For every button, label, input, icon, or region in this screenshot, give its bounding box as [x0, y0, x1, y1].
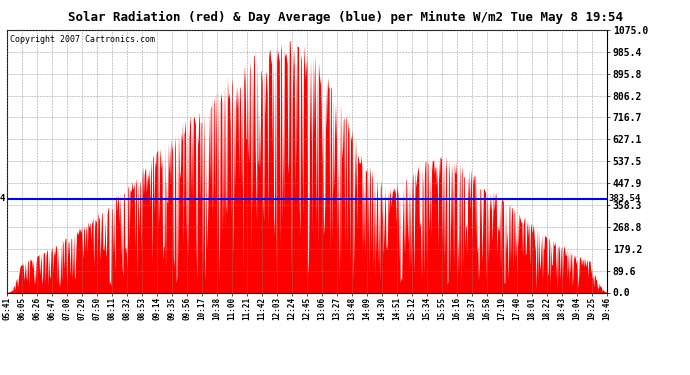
Text: 383.54: 383.54: [609, 194, 640, 203]
Text: Solar Radiation (red) & Day Average (blue) per Minute W/m2 Tue May 8 19:54: Solar Radiation (red) & Day Average (blu…: [68, 11, 622, 24]
Text: Copyright 2007 Cartronics.com: Copyright 2007 Cartronics.com: [10, 35, 155, 44]
Text: 383.54: 383.54: [0, 194, 6, 203]
